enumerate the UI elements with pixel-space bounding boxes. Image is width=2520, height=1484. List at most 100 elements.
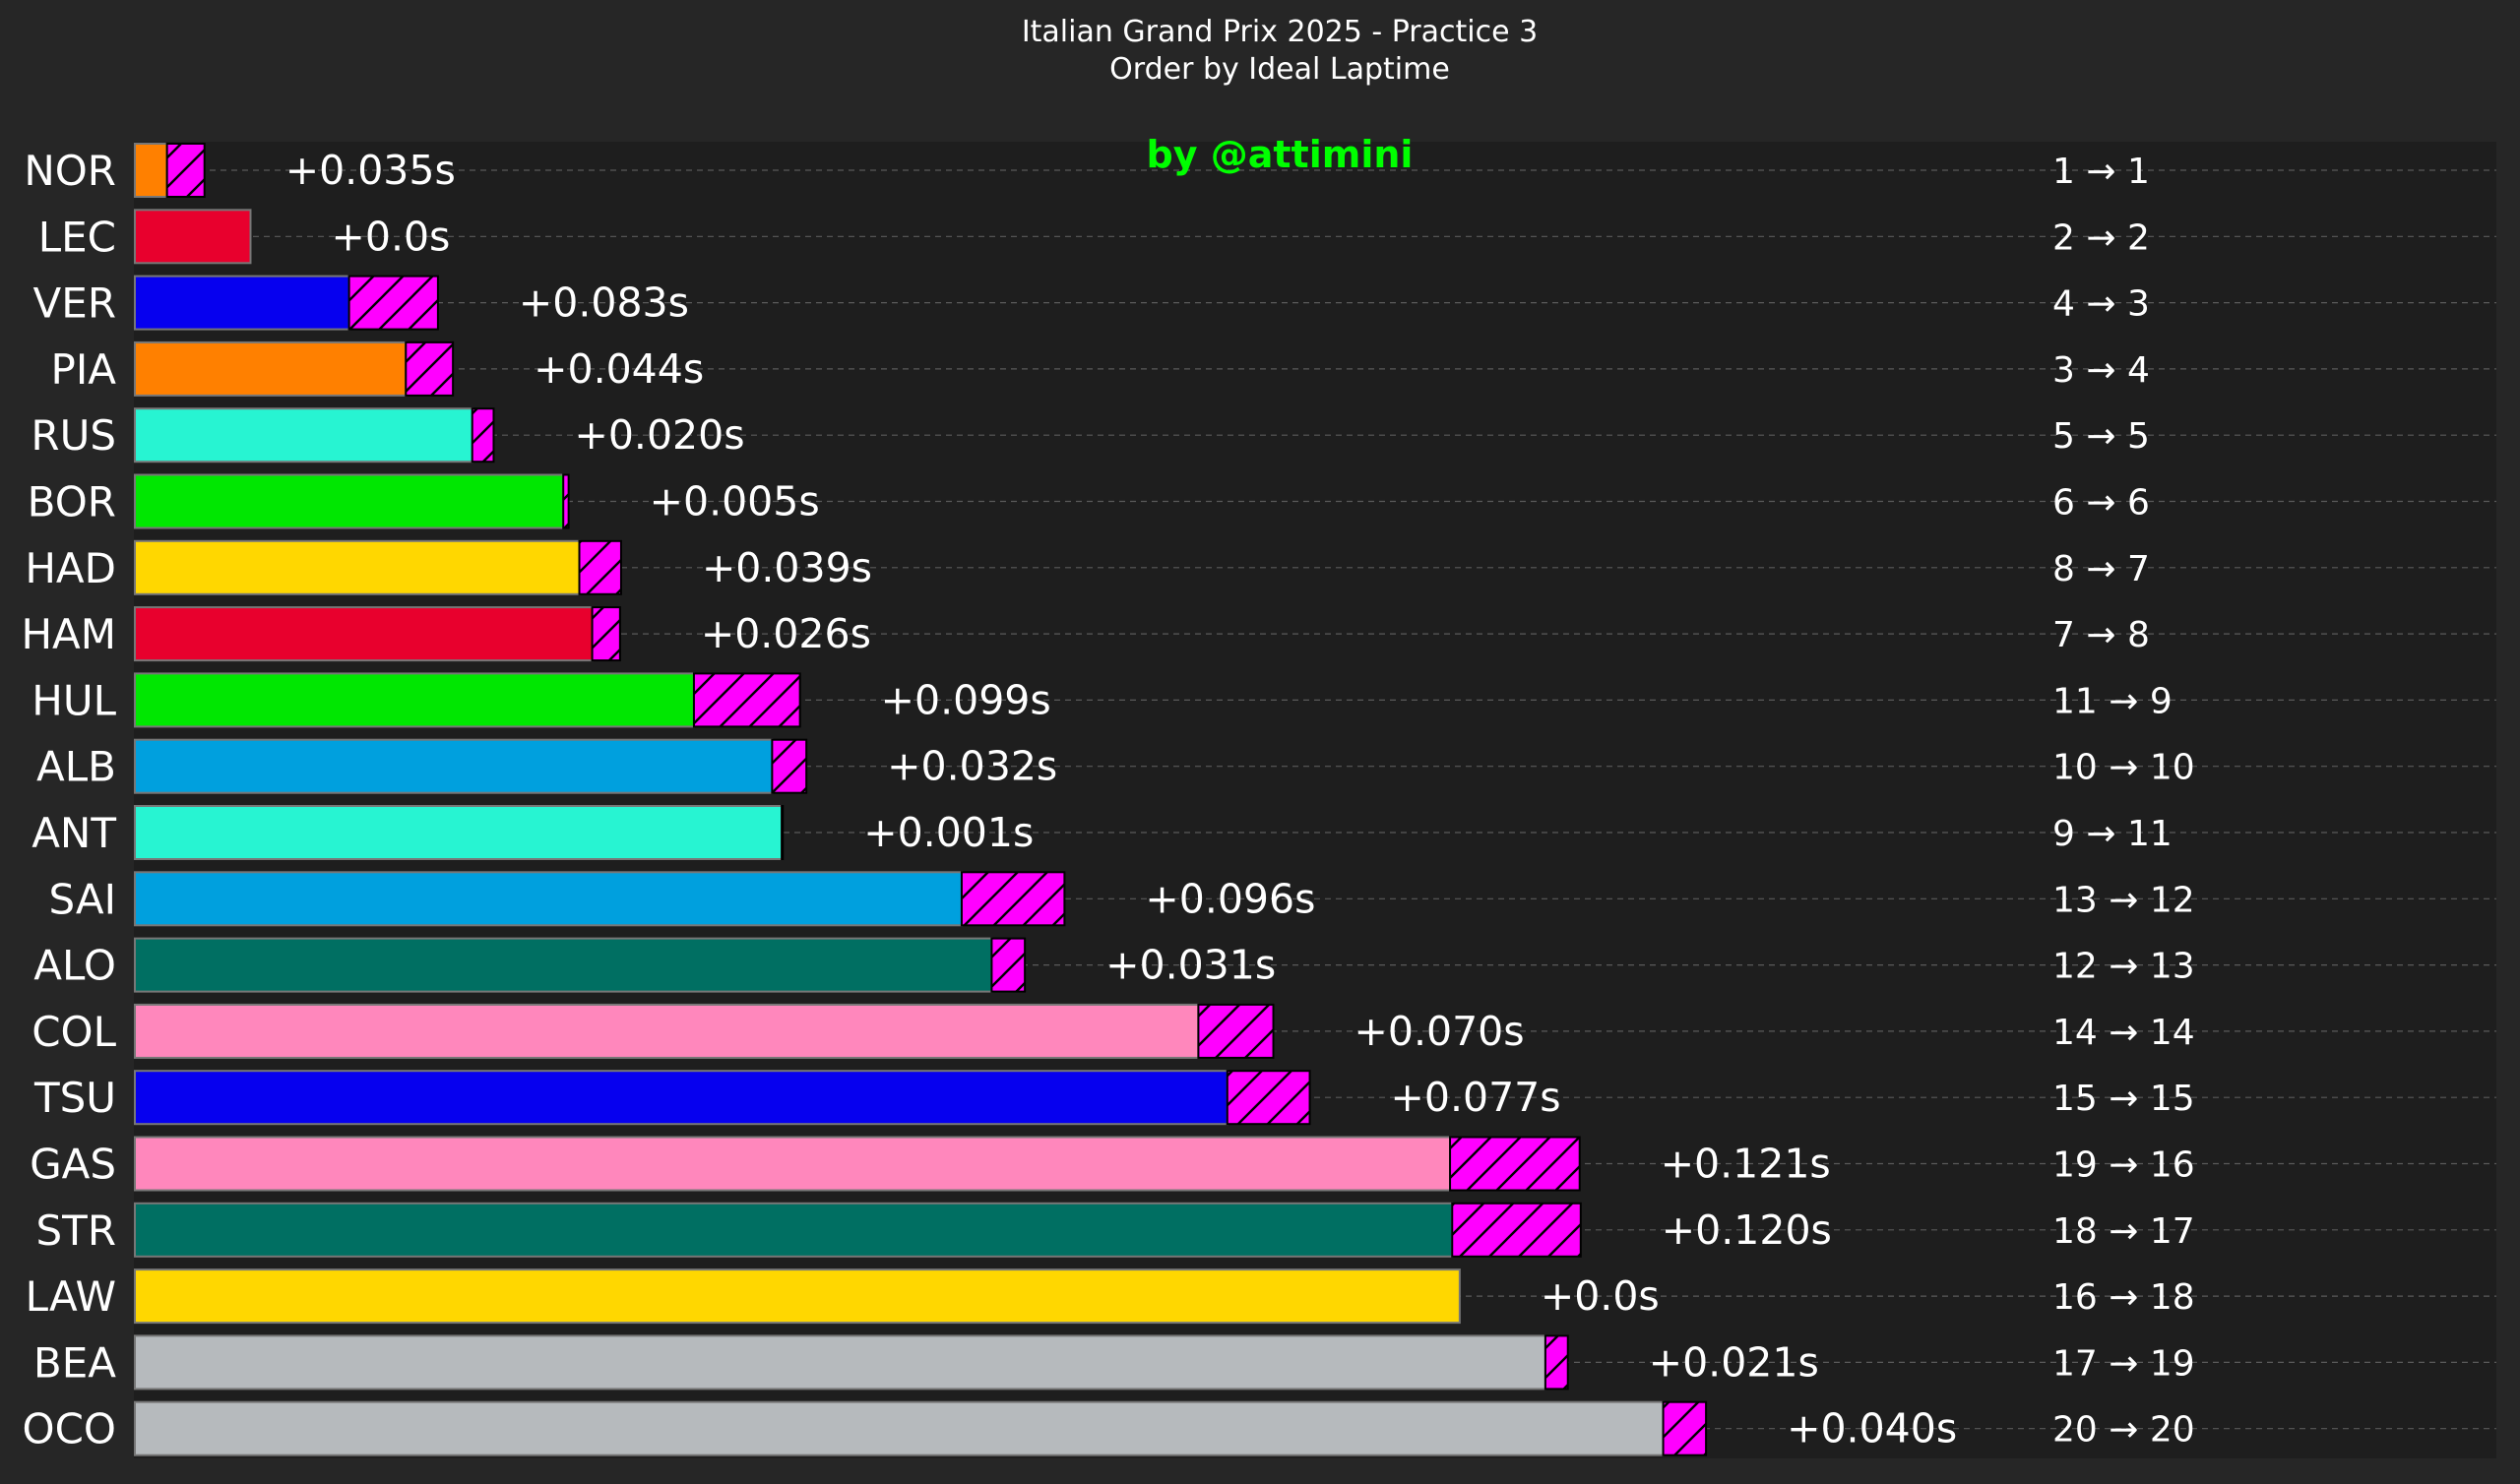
lap-bar (134, 1003, 1200, 1059)
delta-label: +0.001s (863, 809, 1034, 856)
position-change-label: 15 → 15 (2052, 1079, 2195, 1119)
position-change-label: 18 → 17 (2052, 1211, 2195, 1252)
delta-hatch (562, 473, 570, 529)
position-change-label: 13 → 12 (2052, 880, 2195, 920)
lap-bar (134, 606, 594, 662)
position-change-label: 19 → 16 (2052, 1145, 2195, 1186)
lap-bar (134, 473, 565, 529)
position-change-label: 7 → 8 (2052, 615, 2150, 655)
delta-label: +0.044s (534, 345, 704, 393)
driver-label: GAS (30, 1141, 116, 1189)
delta-label: +0.077s (1391, 1074, 1561, 1121)
lap-bar (134, 1202, 1454, 1258)
position-change-label: 9 → 11 (2052, 814, 2173, 854)
delta-label: +0.120s (1662, 1206, 1832, 1254)
delta-hatch (471, 407, 495, 464)
driver-label: HAD (25, 544, 116, 592)
position-change-label: 1 → 1 (2052, 152, 2150, 192)
lap-bar (134, 1070, 1228, 1126)
delta-hatch (578, 539, 622, 595)
delta-hatch (1451, 1202, 1582, 1258)
driver-label: SAI (48, 875, 116, 923)
lap-bar (134, 407, 473, 464)
position-change-label: 12 → 13 (2052, 947, 2195, 987)
delta-hatch (1226, 1070, 1311, 1126)
lap-bar (134, 871, 963, 927)
delta-label: +0.083s (519, 279, 689, 327)
delta-hatch (1544, 1334, 1569, 1391)
delta-hatch (1197, 1003, 1275, 1059)
position-change-label: 11 → 9 (2052, 681, 2173, 721)
delta-label: +0.005s (650, 478, 820, 526)
watermark: by @attimini (1147, 133, 1414, 176)
lap-bar (134, 209, 252, 265)
delta-hatch (405, 340, 455, 397)
delta-label: +0.026s (701, 610, 871, 657)
driver-label: BOR (28, 478, 116, 526)
delta-label: +0.096s (1145, 875, 1315, 922)
lap-bar (134, 805, 784, 860)
lap-bar (134, 1334, 1546, 1391)
driver-label: LEC (38, 213, 116, 261)
driver-label: LAW (26, 1272, 116, 1321)
driver-label: HAM (21, 610, 116, 658)
driver-label: BEA (33, 1338, 116, 1387)
driver-label: OCO (23, 1405, 116, 1453)
delta-label: +0.070s (1354, 1008, 1525, 1055)
delta-label: +0.035s (285, 147, 456, 194)
position-change-label: 17 → 19 (2052, 1343, 2195, 1384)
position-change-label: 14 → 14 (2052, 1013, 2195, 1053)
chart-subtitle: Order by Ideal Laptime (1109, 52, 1450, 87)
delta-label: +0.039s (702, 544, 872, 591)
driver-label: STR (36, 1206, 117, 1255)
delta-hatch (771, 738, 808, 794)
position-change-label: 16 → 18 (2052, 1277, 2195, 1318)
lap-bar (134, 143, 168, 198)
delta-label: +0.0s (332, 213, 451, 260)
delta-hatch (1449, 1136, 1581, 1192)
driver-label: VER (33, 279, 116, 328)
position-change-label: 8 → 7 (2052, 549, 2150, 589)
lap-bar (134, 1268, 1461, 1325)
lap-bar (134, 738, 774, 794)
driver-label: RUS (31, 411, 116, 460)
position-change-label: 5 → 5 (2052, 416, 2150, 457)
delta-hatch (692, 672, 801, 728)
lap-bar (134, 539, 581, 595)
delta-label: +0.121s (1661, 1141, 1831, 1188)
chart-title: Italian Grand Prix 2025 - Practice 3 (1022, 15, 1538, 49)
delta-label: +0.031s (1105, 942, 1276, 989)
delta-hatch (347, 275, 439, 331)
driver-label: ANT (32, 809, 116, 857)
driver-label: NOR (24, 147, 116, 195)
delta-hatch (165, 143, 206, 198)
delta-label: +0.032s (887, 743, 1057, 790)
delta-label: +0.040s (1787, 1405, 1957, 1453)
position-change-label: 2 → 2 (2052, 217, 2150, 258)
driver-label: PIA (51, 345, 117, 394)
delta-hatch (990, 937, 1027, 993)
position-change-label: 3 → 4 (2052, 350, 2150, 391)
lap-bar (134, 672, 695, 728)
delta-hatch (591, 606, 621, 662)
position-change-label: 4 → 3 (2052, 284, 2150, 325)
position-change-label: 20 → 20 (2052, 1410, 2195, 1451)
delta-label: +0.021s (1649, 1338, 1819, 1386)
lap-bar (134, 1400, 1665, 1456)
lap-bar (134, 275, 350, 331)
driver-label: COL (32, 1008, 116, 1056)
position-change-label: 6 → 6 (2052, 483, 2150, 524)
lap-bar (134, 340, 408, 397)
delta-label: +0.020s (574, 411, 744, 459)
delta-label: +0.0s (1541, 1272, 1660, 1320)
bars: NOR +0.035s 1 → 1 LEC +0.0s 2 → 2 VER +0.083s 4 … (21, 143, 2195, 1456)
position-change-label: 10 → 10 (2052, 748, 2195, 788)
delta-hatch (960, 871, 1066, 927)
delta-label: +0.099s (881, 676, 1051, 723)
lap-bar (134, 937, 993, 993)
driver-label: ALB (36, 743, 116, 791)
driver-label: ALO (33, 942, 116, 990)
driver-label: TSU (33, 1074, 116, 1122)
